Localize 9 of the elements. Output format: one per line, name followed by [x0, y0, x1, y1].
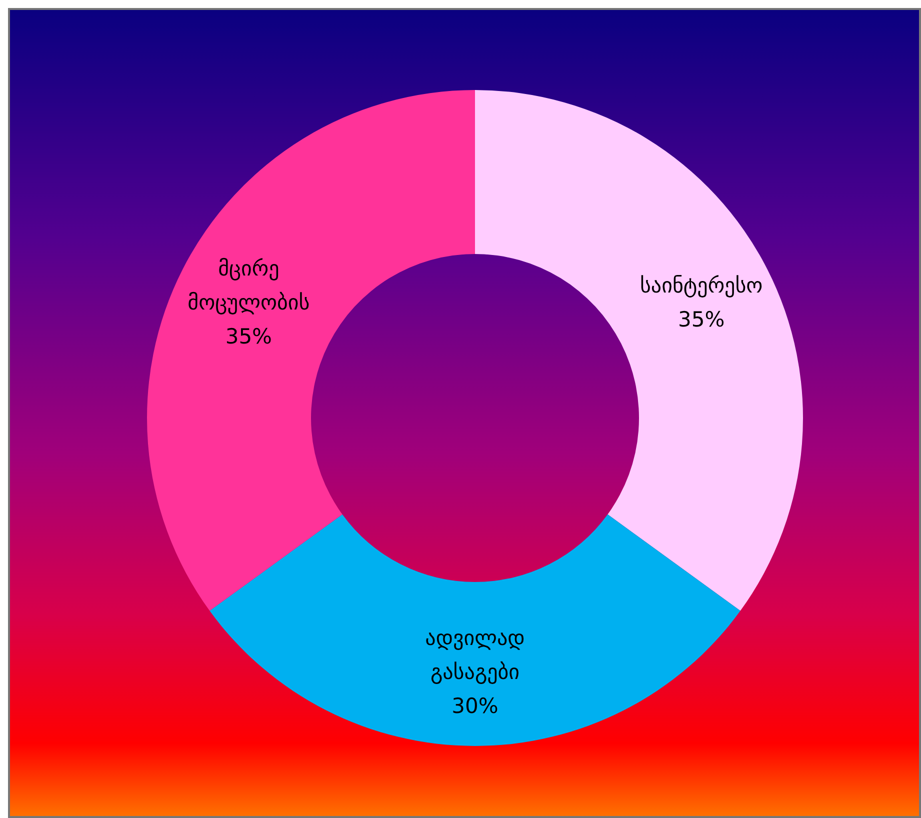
slice-label: მცირე მოცულობის: [188, 256, 310, 315]
slice-label: საინტერესო: [640, 274, 763, 298]
data-label: 35%: [225, 324, 272, 349]
slice-label: ადვილად გასაგები: [425, 626, 525, 684]
donut-slice: [147, 90, 475, 611]
data-label: 35%: [678, 308, 725, 332]
donut-slice: [210, 514, 740, 746]
data-label: 30%: [452, 694, 498, 718]
donut-slice: [475, 90, 803, 611]
